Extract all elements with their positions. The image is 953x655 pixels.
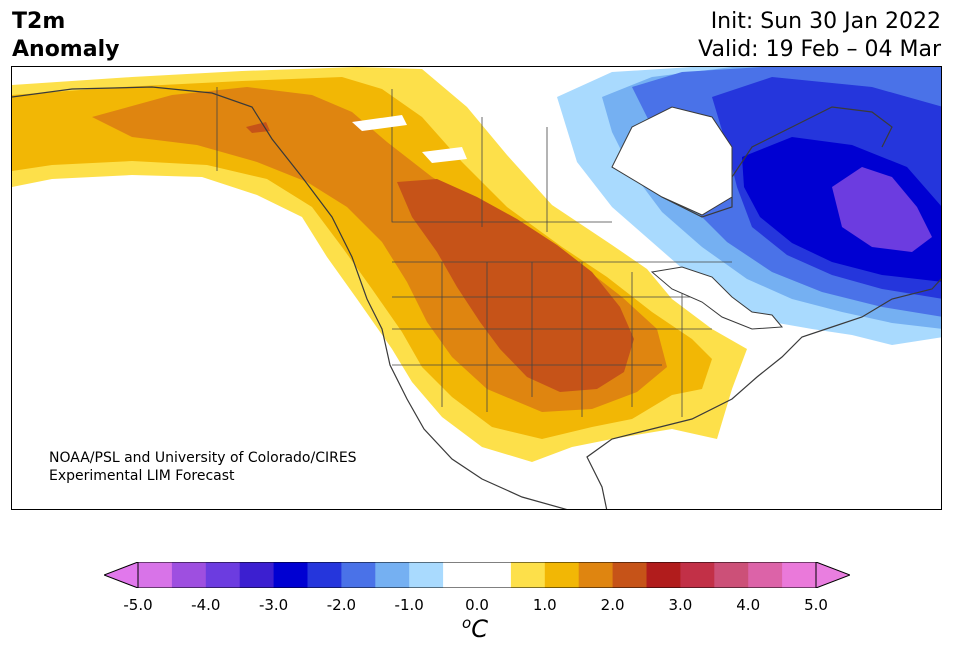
great-lakes [650,266,784,330]
colorbar-tick-label: -5.0 [123,596,153,614]
colorbar-segment [273,562,308,588]
colorbar-tick-label: -3.0 [258,596,289,614]
colorbar-segment [510,562,546,588]
anomaly-region-warm-2p0-small [246,122,270,133]
credit-text: NOAA/PSL and University of Colorado/CIRE… [49,449,357,485]
colorbar-segment [239,562,275,588]
forecast-dates: Init: Sun 30 Jan 2022 Valid: 19 Feb – 04… [698,8,941,64]
colorbar-high-extend [815,562,850,588]
credit-line-1: NOAA/PSL and University of Colorado/CIRE… [49,450,357,466]
anomaly-map [11,66,942,510]
anomaly-region-warm-2p0 [397,179,634,392]
colorbar-segment [646,562,681,588]
colorbar-segment [341,562,376,588]
valid-dates: Valid: 19 Feb – 04 Mar [698,37,941,62]
colorbar-segment [782,562,817,588]
colorbar-low-extend [104,562,139,588]
colorbar-segment [680,562,715,588]
colorbar-segment [748,562,783,588]
colorbar-segment [375,562,410,588]
colorbar-segment [612,562,647,588]
unit-degree: o [462,614,472,632]
colorbar-segment [443,562,478,588]
colorbar-tick-label: 1.0 [532,596,557,614]
lake-north-2 [422,147,467,163]
colorbar-segments [138,562,817,588]
colorbar-segment [307,562,342,588]
colorbar-outline [137,562,817,588]
colorbar-segment [205,562,241,588]
colorbar-segment [138,562,173,588]
colorbar-tick-label: 3.0 [668,596,693,614]
colorbar-tick-label: -4.0 [191,596,221,614]
colorbar-tick-label: 0.0 [465,596,489,614]
unit-celsius: C [471,615,488,643]
title-anomaly: Anomaly [12,37,120,62]
colorbar-segment [544,562,580,588]
colorbar-segment [409,562,444,588]
colorbar-tick-label: 5.0 [804,596,828,614]
init-date: Init: Sun 30 Jan 2022 [710,9,941,34]
colorbar-segment [477,562,512,588]
map-title: T2m Anomaly [12,8,119,64]
colorbar-tick-label: 4.0 [736,596,761,614]
colorbar-tick-label: 2.0 [600,596,625,614]
hudson-bay [611,106,733,216]
colorbar-tick-labels: -5.0 -4.0 -3.0 -2.0 -1.0 0.0 1.0 2.0 3.0 4.0 5.0 [0,596,953,616]
title-variable: T2m [12,9,66,34]
credit-line-2: Experimental LIM Forecast [49,468,235,484]
lake-north-1 [352,115,407,131]
admin-borders [216,87,732,417]
colorbar-segment [714,562,749,588]
map-canvas [12,67,941,509]
colorbar [104,562,850,588]
colorbar-segment [171,562,207,588]
colorbar-unit: oC [462,614,488,643]
colorbar-tick-label: -2.0 [326,596,357,614]
anomaly-region-cold-3p0 [832,167,932,252]
colorbar-segment [578,562,614,588]
colorbar-tick-label: -1.0 [394,596,424,614]
